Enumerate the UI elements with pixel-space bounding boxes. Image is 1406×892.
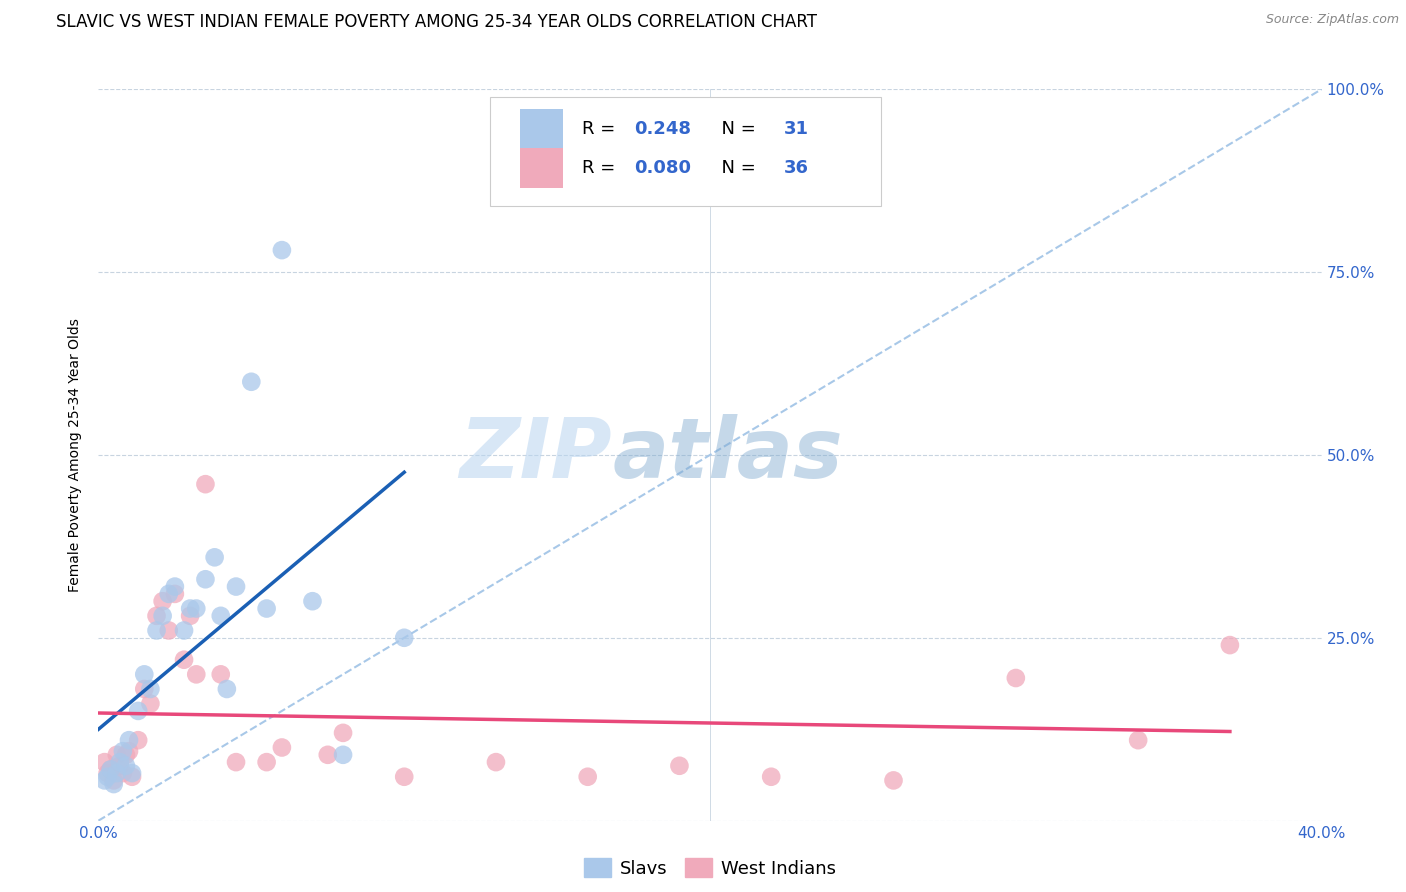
Text: 0.248: 0.248: [634, 120, 692, 138]
Point: [127, 733, 149, 747]
FancyBboxPatch shape: [520, 109, 564, 149]
Point: [121, 770, 143, 784]
Point: [270, 740, 292, 755]
Point: [139, 697, 162, 711]
Point: [105, 747, 128, 762]
Point: [145, 608, 167, 623]
Point: [301, 594, 323, 608]
Y-axis label: Female Poverty Among 25-34 Year Olds: Female Poverty Among 25-34 Year Olds: [69, 318, 83, 592]
Point: [105, 766, 128, 780]
Point: [332, 747, 354, 762]
Text: R =: R =: [582, 120, 620, 138]
Point: [157, 587, 180, 601]
Point: [209, 667, 232, 681]
Text: SLAVIC VS WEST INDIAN FEMALE POVERTY AMONG 25-34 YEAR OLDS CORRELATION CHART: SLAVIC VS WEST INDIAN FEMALE POVERTY AMO…: [56, 13, 817, 31]
Point: [100, 763, 122, 777]
Point: [121, 766, 143, 780]
Point: [576, 770, 599, 784]
Text: R =: R =: [582, 159, 620, 177]
Point: [115, 747, 138, 762]
Point: [127, 704, 149, 718]
Text: ZIP: ZIP: [460, 415, 612, 495]
FancyBboxPatch shape: [520, 148, 564, 188]
Point: [103, 777, 125, 791]
Point: [240, 375, 263, 389]
Point: [111, 766, 134, 780]
Point: [209, 608, 232, 623]
Point: [100, 763, 122, 777]
Point: [204, 550, 226, 565]
Point: [194, 572, 217, 586]
Point: [759, 770, 782, 784]
Point: [256, 601, 278, 615]
Point: [270, 243, 292, 257]
Point: [163, 580, 186, 594]
Point: [1128, 733, 1150, 747]
FancyBboxPatch shape: [489, 96, 882, 206]
Text: 36: 36: [783, 159, 808, 177]
Point: [173, 624, 195, 638]
Point: [111, 744, 134, 758]
Point: [186, 601, 208, 615]
Point: [179, 608, 201, 623]
Legend: Slavs, West Indians: Slavs, West Indians: [576, 851, 844, 885]
Point: [256, 755, 278, 769]
Point: [332, 726, 354, 740]
Point: [93, 755, 115, 769]
Point: [118, 733, 141, 747]
Text: 0.080: 0.080: [634, 159, 692, 177]
Point: [392, 631, 416, 645]
Point: [97, 770, 120, 784]
Point: [173, 653, 195, 667]
Text: N =: N =: [710, 159, 762, 177]
Point: [108, 755, 131, 769]
Point: [225, 580, 247, 594]
Point: [157, 624, 180, 638]
Point: [108, 758, 131, 772]
Point: [93, 773, 115, 788]
Point: [225, 755, 247, 769]
Point: [883, 773, 905, 788]
Point: [118, 744, 141, 758]
Point: [179, 601, 201, 615]
Point: [186, 667, 208, 681]
Point: [152, 608, 174, 623]
Point: [163, 587, 186, 601]
Point: [134, 667, 156, 681]
Text: Source: ZipAtlas.com: Source: ZipAtlas.com: [1265, 13, 1399, 27]
Point: [134, 681, 156, 696]
Text: atlas: atlas: [612, 415, 842, 495]
Point: [103, 773, 125, 788]
Point: [668, 758, 690, 772]
Text: N =: N =: [710, 120, 762, 138]
Point: [1219, 638, 1241, 652]
Point: [97, 766, 120, 780]
Point: [115, 758, 138, 772]
Point: [485, 755, 508, 769]
Point: [139, 681, 162, 696]
Point: [145, 624, 167, 638]
Point: [194, 477, 217, 491]
Text: 31: 31: [783, 120, 808, 138]
Point: [1004, 671, 1026, 685]
Point: [392, 770, 416, 784]
Point: [215, 681, 238, 696]
Point: [152, 594, 174, 608]
Point: [316, 747, 339, 762]
